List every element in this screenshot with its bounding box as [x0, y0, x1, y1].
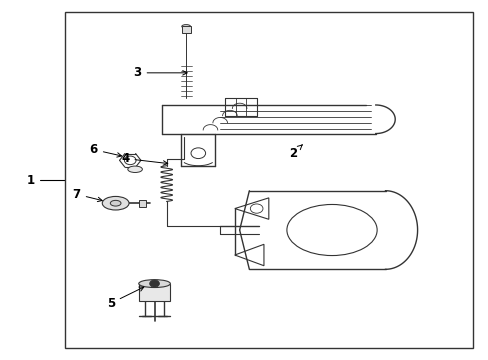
Text: 4: 4 [121, 152, 167, 165]
Text: 6: 6 [89, 143, 122, 157]
Text: 3: 3 [133, 66, 187, 79]
Ellipse shape [127, 166, 142, 172]
Text: 7: 7 [73, 188, 102, 202]
Text: 5: 5 [106, 287, 143, 310]
Bar [64, 12, 472, 348]
Circle shape [149, 280, 159, 287]
Ellipse shape [139, 280, 170, 288]
Bar [138, 200, 146, 207]
Bar [182, 26, 190, 33]
Ellipse shape [102, 197, 129, 210]
Ellipse shape [182, 24, 190, 28]
Ellipse shape [110, 201, 121, 206]
Bar [139, 284, 170, 301]
Text: 2: 2 [288, 145, 302, 160]
Text: 1: 1 [26, 174, 35, 186]
